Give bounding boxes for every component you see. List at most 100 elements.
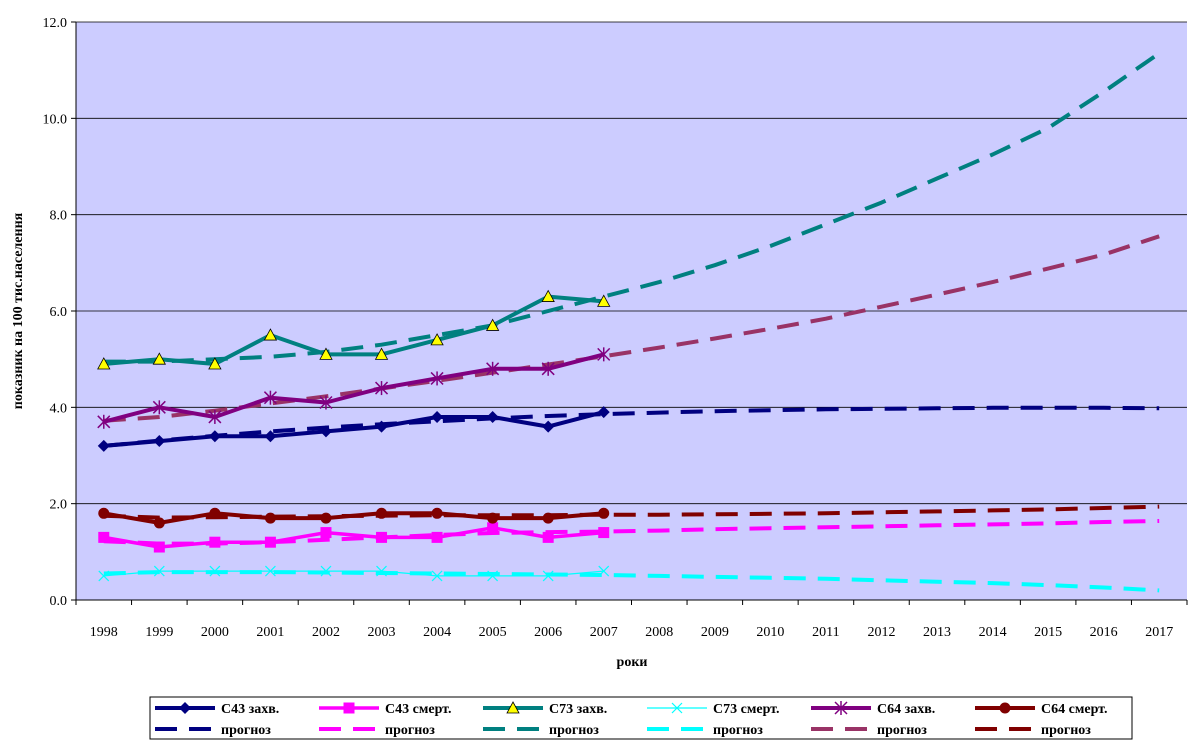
data-point [153,541,165,553]
data-point [209,536,221,548]
legend-label: прогноз [877,723,927,738]
series-1 [98,522,610,553]
data-point [541,361,555,376]
x-tick-label: 2014 [979,625,1007,640]
legend-item: прогноз [319,723,435,738]
legend-item: С64 смерт. [975,702,1108,717]
x-tick-label: 2013 [923,625,951,640]
data-point [485,318,500,331]
series-lines [97,51,1161,593]
x-tick-label: 2001 [256,625,284,640]
legend-box [149,696,1133,740]
data-point [209,565,221,577]
data-point [153,517,165,529]
series-0 [97,406,610,452]
x-tick-label: 2000 [201,625,229,640]
series-5 [98,507,610,529]
y-axis-ticks: 0.0 2.0 4.0 6.0 8.0 10.0 12.0 [43,16,76,609]
legend-marker [834,701,848,715]
data-point [487,522,499,534]
data-point [208,430,221,443]
data-point [375,420,388,433]
x-tick-label: 1999 [145,625,173,640]
x-tick-label: 2008 [645,625,673,640]
y-axis-title: показник на 100 тис.населення [11,212,26,409]
data-point [152,400,166,415]
x-axis-title: роки [617,655,648,670]
series-line [103,410,605,448]
data-point [153,565,165,577]
x-tick-label: 2004 [423,625,451,640]
legend: С43 захв. С43 смерт. С73 захв. С73 смерт. С6… [149,696,1133,740]
legend-label: С43 захв. [221,702,279,717]
data-point [597,347,611,362]
legend-label: С73 смерт. [713,702,780,717]
data-point [208,357,222,370]
data-point [97,439,110,452]
data-point [98,570,110,582]
legend-item: С43 смерт. [319,702,452,717]
legend-marker [506,701,520,714]
legend-item: прогноз [975,723,1091,738]
x-tick-label: 2016 [1090,625,1118,640]
data-point [209,507,221,519]
data-point [208,409,222,424]
series-line [103,294,604,366]
x-tick-label: 2009 [701,625,729,640]
legend-marker [343,702,355,714]
data-point [263,390,277,405]
legend-item: С64 захв. [811,701,935,717]
series-line [103,526,604,549]
data-point [430,371,444,386]
y-tick-label: 2.0 [50,498,68,513]
legend-item: С73 захв. [483,701,607,717]
data-point [598,507,610,519]
y-tick-label: 0.0 [50,594,68,609]
series-line [103,570,604,577]
data-point [153,435,166,448]
data-point [263,328,278,341]
legend-label: прогноз [1041,723,1091,738]
x-tick-label: 2007 [590,625,618,640]
data-point [376,531,388,543]
data-point [487,570,499,582]
legend-item: С43 захв. [155,702,279,717]
legend-marker [999,702,1011,714]
series-8 [103,51,1161,364]
data-point [598,565,610,577]
x-tick-label: 2012 [867,625,895,640]
data-point [542,570,554,582]
legend-item: прогноз [483,723,599,738]
y-tick-label: 8.0 [50,209,68,224]
data-point [374,381,389,396]
legend-label: С43 смерт. [385,702,452,717]
legend-label: прогноз [713,723,763,738]
x-tick-label: 2006 [534,625,562,640]
data-point [430,333,444,346]
data-point [431,570,443,582]
gridlines [76,21,1187,505]
data-point [376,565,387,577]
data-point [542,531,554,543]
data-point [97,357,111,370]
data-point [319,425,332,438]
x-tick-label: 2002 [312,625,340,640]
data-point [264,512,276,524]
x-tick-label: 2011 [812,625,839,640]
data-point [320,527,332,539]
series-6 [103,405,1160,448]
series-10 [103,234,1160,423]
x-tick-label: 2003 [368,625,396,640]
legend-label: С64 захв. [877,702,935,717]
series-line [103,511,604,525]
data-point [486,361,500,376]
y-tick-label: 4.0 [50,401,68,416]
data-point [374,347,389,360]
data-point [98,531,110,543]
series-line [103,405,1160,448]
x-tick-label: 2010 [756,625,784,640]
data-point [152,352,166,365]
x-tick-label: 2015 [1034,625,1062,640]
legend-item: прогноз [155,723,271,738]
series-line [103,352,605,424]
